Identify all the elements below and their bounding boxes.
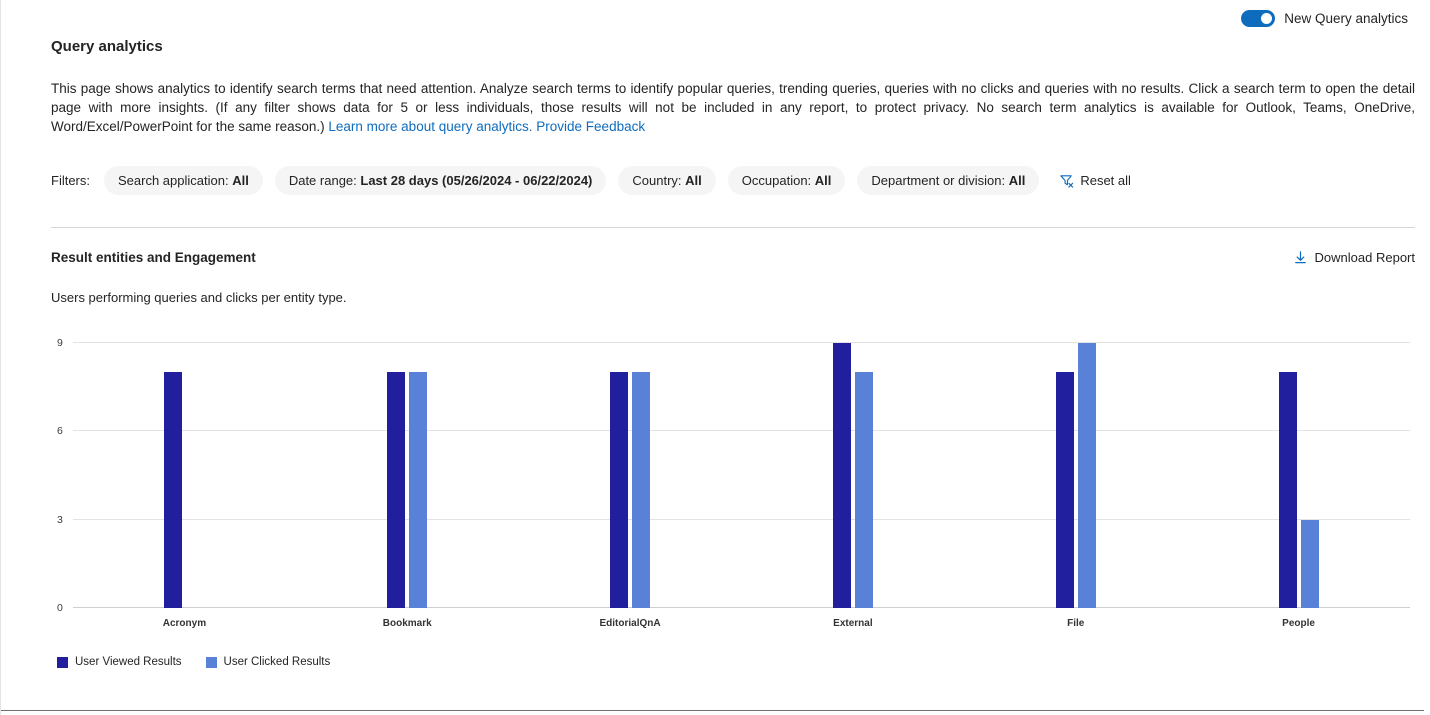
new-query-analytics-toggle-row: New Query analytics <box>1 0 1430 28</box>
bottom-divider <box>1 710 1424 711</box>
gridline-9 <box>73 342 1410 343</box>
bar-file-clicked <box>1077 343 1096 608</box>
gridline-0 <box>73 607 1410 608</box>
chart-plot-area: 0 3 6 9 Acronym Bookmark EditorialQnA External F… <box>57 337 1410 629</box>
gridline-3 <box>73 518 1410 520</box>
filter-value: All <box>1008 173 1026 188</box>
bar-group-acronym: Acronym <box>73 343 296 629</box>
x-axis-label-external: External <box>833 618 873 629</box>
bar-external-clicked <box>854 372 873 608</box>
download-report-label: Download Report <box>1314 250 1415 265</box>
filter-occupation[interactable]: Occupation: All <box>727 166 846 195</box>
filter-department[interactable]: Department or division: All <box>857 166 1040 195</box>
filters-label: Filters: <box>51 173 90 188</box>
legend-item-viewed: User Viewed Results <box>57 656 182 668</box>
bar-bookmark-viewed <box>387 372 406 608</box>
reset-all-button[interactable]: Reset all <box>1059 173 1131 188</box>
legend-swatch <box>57 656 68 668</box>
y-tick-label-3: 3 <box>57 513 63 526</box>
intro-text: This page shows analytics to identify se… <box>51 81 1415 134</box>
bars <box>387 343 428 608</box>
toggle-knob <box>1261 13 1273 24</box>
gridline-6 <box>73 430 1410 432</box>
filter-value: All <box>685 173 702 188</box>
provide-feedback-link[interactable]: Provide Feedback <box>536 119 646 134</box>
bars <box>832 343 873 608</box>
filter-name: Search application: <box>118 173 229 188</box>
x-axis-label-editorialqna: EditorialQnA <box>599 618 661 629</box>
filter-search-application[interactable]: Search application: All <box>104 166 263 195</box>
section-title: Result entities and Engagement <box>51 250 256 265</box>
bar-people-viewed <box>1278 372 1297 608</box>
y-tick-label-9: 9 <box>57 337 63 349</box>
legend-item-clicked: User Clicked Results <box>205 656 331 668</box>
y-tick-label-6: 6 <box>57 425 63 438</box>
filter-name: Department or division: <box>871 173 1006 188</box>
filter-reset-icon <box>1059 173 1074 188</box>
download-icon <box>1293 250 1308 265</box>
bar-group-external: External <box>741 343 964 629</box>
bar-acronym-viewed <box>164 372 183 608</box>
filters-row: Filters: Search application: All Date ra… <box>51 166 1415 195</box>
bar-people-clicked <box>1300 519 1319 608</box>
bars <box>164 343 204 608</box>
section-header: Result entities and Engagement Download … <box>51 250 1415 265</box>
bars <box>1278 343 1319 608</box>
learn-more-link[interactable]: Learn more about query analytics. <box>328 119 533 134</box>
legend-label: User Viewed Results <box>75 656 182 668</box>
x-axis-label-people: People <box>1282 618 1315 629</box>
chart-subtitle: Users performing queries and clicks per … <box>51 290 347 305</box>
x-axis-label-file: File <box>1067 618 1085 629</box>
bar-bookmark-clicked <box>409 372 428 608</box>
chart-legend: User Viewed Results User Clicked Results <box>57 656 1415 668</box>
bar-chart: 0 3 6 9 Acronym Bookmark EditorialQnA External F… <box>51 337 1415 668</box>
legend-label: User Clicked Results <box>223 656 331 668</box>
bar-editorialqna-clicked <box>632 372 651 608</box>
bar-group-people: People <box>1187 343 1410 629</box>
x-axis-label-acronym: Acronym <box>162 618 207 629</box>
filter-value: Last 28 days (05/26/2024 - 06/22/2024) <box>360 173 593 188</box>
reset-all-label: Reset all <box>1080 173 1131 188</box>
bar-editorialqna-viewed <box>610 372 629 608</box>
bar-groups: Acronym Bookmark EditorialQnA External File P… <box>73 343 1410 629</box>
bar-group-editorialqna: EditorialQnA <box>519 343 742 629</box>
new-query-analytics-toggle[interactable] <box>1241 10 1276 27</box>
download-report-button[interactable]: Download Report <box>1293 250 1415 265</box>
intro-paragraph: This page shows analytics to identify se… <box>51 79 1415 136</box>
page-title: Query analytics <box>51 38 163 55</box>
filter-name: Country: <box>632 173 682 188</box>
bars <box>1055 343 1096 608</box>
filter-value: All <box>232 173 249 188</box>
toggle-label: New Query analytics <box>1284 11 1408 26</box>
bar-group-bookmark: Bookmark <box>296 343 519 629</box>
filter-country[interactable]: Country: All <box>618 166 716 195</box>
filter-date-range[interactable]: Date range: Last 28 days (05/26/2024 - 0… <box>274 166 607 195</box>
bar-external-viewed <box>832 343 851 608</box>
legend-swatch <box>205 656 217 668</box>
filter-name: Date range: <box>288 173 357 188</box>
bars <box>610 343 651 608</box>
bar-file-viewed <box>1055 372 1074 608</box>
x-axis-label-bookmark: Bookmark <box>382 618 432 629</box>
bar-group-file: File <box>964 343 1187 629</box>
filter-value: All <box>814 173 832 188</box>
section-divider <box>51 227 1415 228</box>
filter-name: Occupation: <box>741 173 812 188</box>
y-tick-label-0: 0 <box>57 602 63 614</box>
